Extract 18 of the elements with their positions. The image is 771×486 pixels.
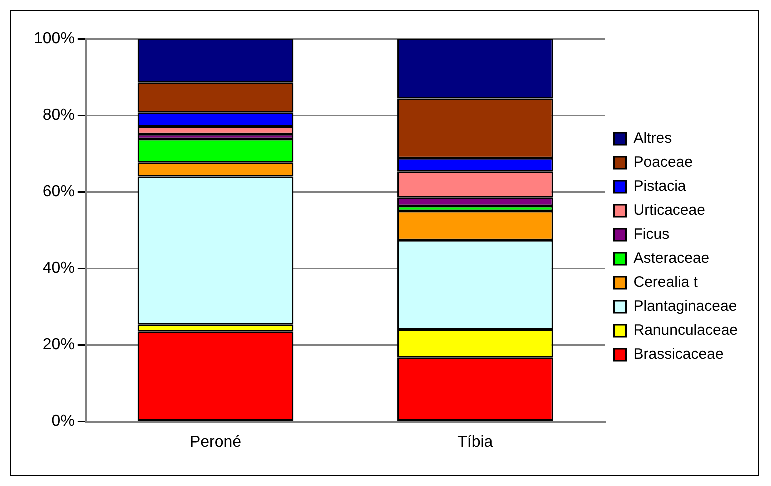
legend-label: Pistacia — [634, 178, 687, 196]
y-tick-label: 40% — [42, 260, 75, 278]
y-tick-label: 80% — [42, 106, 75, 124]
legend-label: Asteraceae — [634, 250, 710, 268]
legend-label: Ficus — [634, 226, 670, 244]
y-tick-label: 20% — [42, 336, 75, 354]
y-tick-label: 0% — [52, 413, 75, 430]
legend-label: Brassicaceae — [634, 346, 724, 364]
legend-label: Plantaginaceae — [634, 298, 738, 316]
legend-label: Cerealia t — [634, 274, 699, 292]
y-tick-label: 100% — [34, 30, 75, 48]
legend-label: Altres — [634, 130, 672, 148]
legend-label: Ranunculaceae — [634, 322, 738, 340]
legend-label: Poaceae — [634, 154, 693, 172]
y-tick-label: 60% — [42, 184, 75, 201]
legend-label: Urticaceae — [634, 202, 706, 220]
x-tick-label: Tíbia — [458, 434, 494, 451]
x-tick-label: Peroné — [190, 434, 242, 451]
